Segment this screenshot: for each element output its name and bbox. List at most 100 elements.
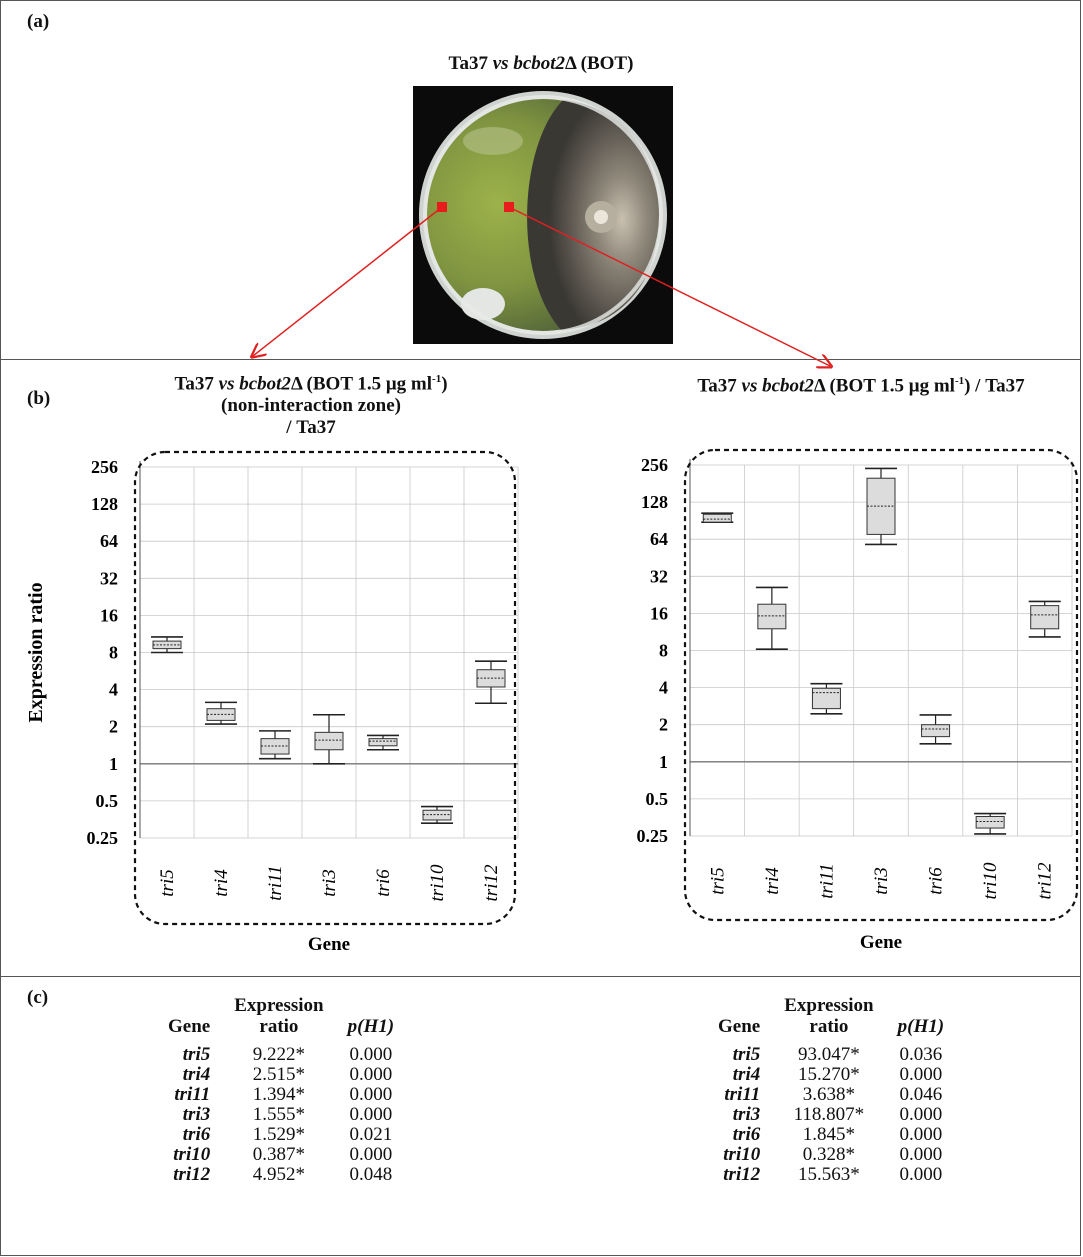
ratio-cell: 0.328* bbox=[802, 1144, 856, 1165]
p-value-cell: 0.000 bbox=[349, 1144, 393, 1165]
box-tri11: tri11 bbox=[810, 682, 843, 899]
gene-cell: tri6 bbox=[732, 1124, 761, 1145]
ratio-cell: 1.529* bbox=[252, 1124, 306, 1145]
y-tick-label: 2 bbox=[109, 717, 118, 737]
p-value-cell: 0.000 bbox=[899, 1144, 943, 1165]
ratio-cell: 93.047* bbox=[798, 1044, 860, 1065]
y-tick-label: 4 bbox=[659, 678, 668, 698]
x-tick-label: tri3 bbox=[319, 869, 340, 896]
box-chart-left: 0.25 0.5 1 2 4 8 16 32 64 128 256 tri5 tri4 tri11 tri3… bbox=[25, 450, 519, 955]
y-tick-label: 16 bbox=[650, 603, 668, 623]
y-tick-label: 0.5 bbox=[96, 791, 119, 811]
y-tick-label: 1 bbox=[109, 754, 118, 774]
box-tri3: tri3 bbox=[865, 467, 897, 895]
ratio-cell: 0.387* bbox=[252, 1144, 306, 1165]
p-value-cell: 0.046 bbox=[899, 1084, 943, 1105]
box-tri5: tri5 bbox=[701, 512, 734, 895]
left-chart-title: Ta37 vs bcbot2Δ (BOT 1.5 μg ml-1) (non-i… bbox=[174, 373, 448, 439]
right-table-body: tri5 93.047* 0.036 tri4 15.270* 0.000 tri11 3.6… bbox=[706, 1045, 956, 1185]
box-tri12: tri12 bbox=[1028, 600, 1061, 899]
gene-cell: tri12 bbox=[173, 1164, 211, 1185]
ratio-cell: 1.555* bbox=[252, 1104, 306, 1125]
table-row: tri4 15.270* 0.000 bbox=[706, 1065, 956, 1085]
y-tick-label: 1 bbox=[659, 752, 668, 772]
table-header-row: Gene Expression ratio p(H1) bbox=[706, 995, 956, 1037]
p-value-cell: 0.000 bbox=[899, 1164, 943, 1185]
x-tick-label: tri12 bbox=[481, 864, 502, 901]
box-tri10: tri10 bbox=[974, 812, 1007, 899]
table-row: tri3 1.555* 0.000 bbox=[156, 1105, 406, 1125]
panel-b-label: (b) bbox=[27, 388, 51, 409]
gene-cell: tri3 bbox=[732, 1104, 761, 1125]
y-tick-label: 0.5 bbox=[646, 789, 669, 809]
ratio-cell: 9.222* bbox=[252, 1044, 306, 1065]
right-results-table: Gene Expression ratio p(H1) tri5 93.047* 0.… bbox=[706, 995, 956, 1185]
y-tick-label: 32 bbox=[100, 568, 118, 588]
x-tick-label: tri10 bbox=[427, 864, 448, 901]
table-row: tri6 1.529* 0.021 bbox=[156, 1125, 406, 1145]
table-row: tri10 0.328* 0.000 bbox=[706, 1145, 956, 1165]
dashed-frame bbox=[683, 448, 1079, 922]
box-body bbox=[314, 731, 344, 751]
box-body bbox=[921, 724, 951, 738]
p-header: p(H1) bbox=[897, 1016, 945, 1037]
panel-c: (c) Gene Expression ratio p(H1) tri5 9.222… bbox=[0, 976, 1081, 1256]
ratio-cell: 4.952* bbox=[252, 1164, 306, 1185]
y-tick-label: 0.25 bbox=[637, 826, 669, 846]
p-value-cell: 0.000 bbox=[349, 1104, 393, 1125]
gene-cell: tri5 bbox=[732, 1044, 761, 1065]
gene-cell: tri3 bbox=[182, 1104, 211, 1125]
box-tri11: tri11 bbox=[259, 730, 291, 901]
x-tick-label: tri11 bbox=[816, 863, 837, 899]
left-table-body: tri5 9.222* 0.000 tri4 2.515* 0.000 tri11 1.394… bbox=[156, 1045, 406, 1185]
y-axis-label: Expression ratio bbox=[25, 582, 47, 722]
p-value-cell: 0.000 bbox=[349, 1084, 393, 1105]
ratio-cell: 15.563* bbox=[798, 1164, 860, 1185]
gene-cell: tri4 bbox=[182, 1064, 211, 1085]
gene-cell: tri5 bbox=[182, 1044, 211, 1065]
x-axis-label: Gene bbox=[308, 934, 350, 955]
box-tri12: tri12 bbox=[475, 660, 507, 901]
gene-cell: tri12 bbox=[723, 1164, 761, 1185]
box-tri10: tri10 bbox=[421, 805, 453, 901]
panel-c-label: (c) bbox=[27, 987, 49, 1008]
box-tri5: tri5 bbox=[151, 636, 183, 897]
p-value-cell: 0.000 bbox=[349, 1044, 393, 1065]
ratio-header: Expression ratio bbox=[784, 995, 874, 1037]
y-tick-label: 4 bbox=[109, 680, 118, 700]
ratio-cell: 1.394* bbox=[252, 1084, 306, 1105]
y-tick-label: 8 bbox=[659, 641, 668, 661]
gene-cell: tri6 bbox=[182, 1124, 211, 1145]
ratio-cell: 15.270* bbox=[798, 1064, 860, 1085]
x-tick-label: tri11 bbox=[265, 865, 286, 901]
ratio-cell: 3.638* bbox=[802, 1084, 856, 1105]
right-chart-title: Ta37 vs bcbot2Δ (BOT 1.5 μg ml-1) / Ta37 bbox=[697, 375, 1025, 397]
x-tick-label: tri12 bbox=[1035, 862, 1056, 899]
gene-header: Gene bbox=[168, 1016, 211, 1037]
left-results-table: Gene Expression ratio p(H1) tri5 9.222* 0.0… bbox=[156, 995, 406, 1185]
table-row: tri12 4.952* 0.048 bbox=[156, 1165, 406, 1185]
table-row: tri12 15.563* 0.000 bbox=[706, 1165, 956, 1185]
p-value-cell: 0.000 bbox=[899, 1124, 943, 1145]
panel-a-title: Ta37 vs bcbot2Δ (BOT) bbox=[448, 53, 634, 74]
box-tri3: tri3 bbox=[313, 713, 345, 897]
gene-cell: tri11 bbox=[724, 1084, 761, 1105]
p-value-cell: 0.000 bbox=[349, 1064, 393, 1085]
table-row: tri5 93.047* 0.036 bbox=[706, 1045, 956, 1065]
p-value-cell: 0.021 bbox=[349, 1124, 393, 1145]
box-body bbox=[702, 513, 732, 523]
gene-cell: tri10 bbox=[723, 1144, 761, 1165]
ratio-header: Expression ratio bbox=[234, 995, 324, 1037]
x-tick-label: tri4 bbox=[762, 867, 783, 895]
x-tick-label: tri5 bbox=[157, 869, 178, 896]
x-tick-label: tri3 bbox=[871, 867, 892, 894]
dashed-frame bbox=[133, 450, 517, 926]
box-body bbox=[811, 687, 841, 710]
p-value-cell: 0.036 bbox=[899, 1044, 943, 1065]
panel-a-label: (a) bbox=[27, 11, 50, 32]
box-tri6: tri6 bbox=[367, 734, 399, 897]
gene-cell: tri10 bbox=[173, 1144, 211, 1165]
box-chart-right: 0.25 0.5 1 2 4 8 16 32 64 128 256 tri5 tri4 tri11 tri3… bbox=[637, 448, 1079, 953]
x-tick-label: tri10 bbox=[980, 862, 1001, 899]
